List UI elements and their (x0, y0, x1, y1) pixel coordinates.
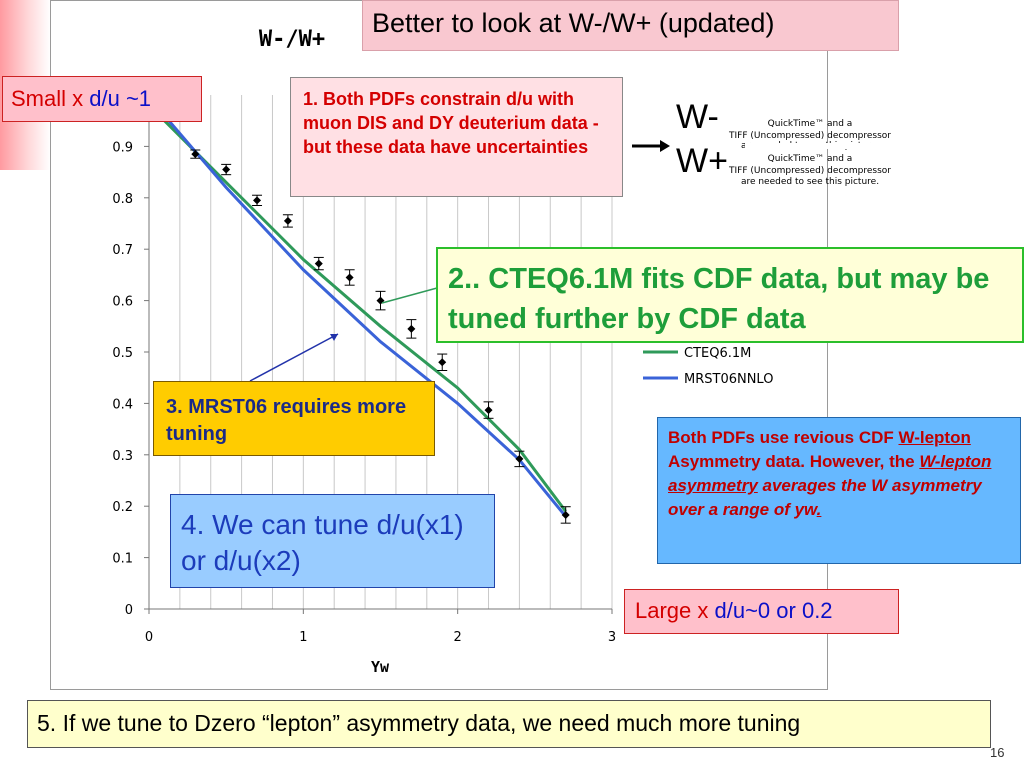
slide-title-text: Better to look at W-/W+ (updated) (372, 8, 775, 38)
pdfs-note-part-f: . (816, 500, 822, 519)
qt2-line2: TIFF (Uncompressed) decompressor (728, 166, 891, 176)
y-tick-label: 0.3 (112, 449, 133, 464)
data-point (438, 358, 447, 367)
pdfs-note-part-d: W-lepton asymmetry (668, 452, 992, 495)
note-1: 1. Both PDFs constrain d/u with muon DIS… (290, 77, 623, 197)
large-x-value: d/u~0 or 0.2 (714, 598, 833, 623)
ratio-denominator: W+ (676, 142, 728, 180)
bottom-note: 5. If we tune to Dzero “lepton” asymmetr… (27, 700, 991, 748)
y-tick-label: 0 (125, 603, 133, 618)
y-tick-label: 0.6 (112, 295, 133, 310)
note2-pointer (381, 287, 438, 304)
slide-number: 16 (990, 745, 1005, 760)
data-point (407, 324, 416, 333)
y-tick-label: 0.1 (112, 552, 133, 567)
x-tick-label: 2 (454, 630, 462, 645)
x-axis-label: Yw (371, 658, 390, 676)
data-point (484, 406, 493, 415)
data-point (345, 273, 354, 282)
data-point (222, 165, 231, 174)
note3-pointer-head (330, 334, 338, 341)
chart-title: W-/W+ (259, 27, 325, 52)
legend-label-cteq: CTEQ6.1M (684, 346, 751, 361)
pdfs-note-part-c: Asymmetry data. However, the (668, 452, 920, 471)
x-tick-label: 3 (608, 630, 616, 645)
y-tick-label: 0.7 (112, 243, 133, 258)
qt2-line3: are needed to see this picture. (741, 177, 879, 187)
large-x-prefix: Large x (635, 598, 715, 623)
ratio-numerator: W- (676, 98, 719, 136)
note-2: 2.. CTEQ6.1M fits CDF data, but may be t… (436, 247, 1024, 343)
qt1-line2: TIFF (Uncompressed) decompressor (728, 131, 891, 141)
data-point (314, 259, 323, 268)
data-point (283, 216, 292, 225)
small-x-callout: Small x d/u ~1 (2, 76, 202, 122)
quicktime-placeholder: QuickTime™ and a TIFF (Uncompressed) dec… (728, 119, 891, 187)
x-tick-label: 1 (299, 630, 307, 645)
data-point (561, 510, 570, 519)
small-x-value: d/u ~1 (89, 86, 152, 111)
pdfs-note-part-e: averages the W asymmetry over a range of… (668, 476, 982, 519)
series-line-cteq (163, 119, 567, 513)
x-tick-label: 0 (145, 630, 153, 645)
chart-legend: CTEQ6.1M MRST06NNLO (643, 346, 773, 387)
y-tick-label: 0.4 (112, 397, 133, 412)
slide-title: Better to look at W-/W+ (updated) (362, 0, 899, 51)
pdfs-note-part-a: Both PDFs use revious CDF (668, 428, 899, 447)
qt1-line1: QuickTime™ and a (768, 119, 853, 129)
legend-label-mrst: MRST06NNLO (684, 372, 773, 387)
large-x-callout: Large x d/u~0 or 0.2 (624, 589, 899, 634)
annotation-arrows (249, 140, 670, 382)
small-x-prefix: Small x (11, 86, 90, 111)
data-point (515, 454, 524, 463)
pdfs-asymmetry-note: Both PDFs use revious CDF W-lepton Asymm… (657, 417, 1021, 564)
chart-axes: 0 0.1 0.2 0.3 0.4 0.5 0.6 0.7 0.8 0.9 0 1 2 3 (112, 95, 616, 645)
ratio-arrowhead (660, 140, 670, 152)
y-tick-label: 0.5 (112, 346, 133, 361)
note-4: 4. We can tune d/u(x1) or d/u(x2) (170, 494, 495, 588)
note-3: 3. MRST06 requires more tuning (153, 381, 435, 456)
pdfs-note-part-b: W-lepton (898, 428, 971, 447)
note3-pointer (249, 333, 339, 382)
data-point (191, 150, 200, 159)
y-tick-label: 0.2 (112, 500, 133, 515)
qt2-line1: QuickTime™ and a (768, 154, 853, 164)
y-tick-label: 0.8 (112, 192, 133, 207)
data-point (253, 196, 262, 205)
y-tick-label: 0.9 (112, 140, 133, 155)
